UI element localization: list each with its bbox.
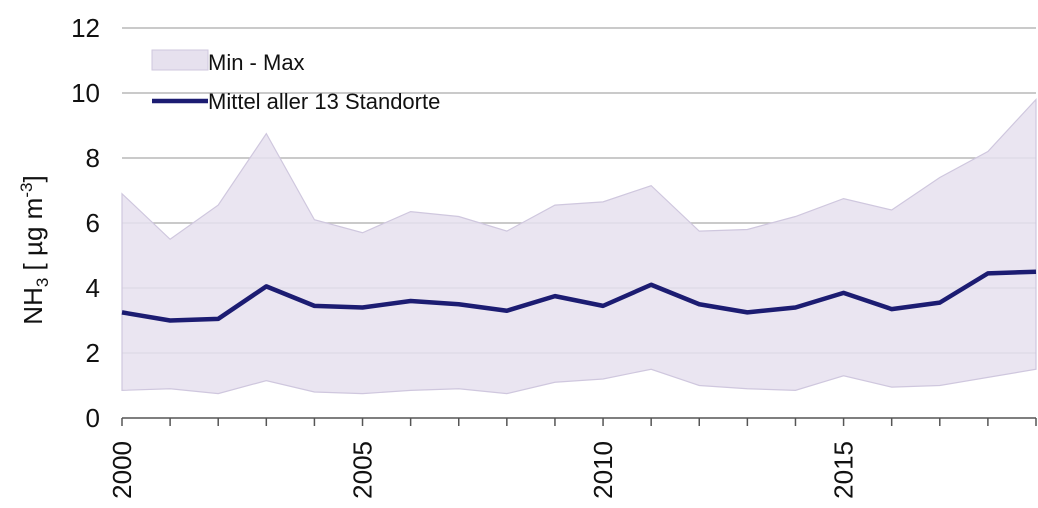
- mean-line: [121, 269, 1037, 323]
- y-label-part: ]: [18, 175, 48, 182]
- x-tick-label: 2015: [829, 441, 859, 499]
- x-tick-label: 2005: [348, 441, 378, 499]
- x-tick-label: 2010: [588, 441, 618, 499]
- range-area: [121, 97, 1037, 395]
- x-tick-label: 2000: [107, 441, 137, 499]
- y-tick-label: 10: [71, 78, 100, 108]
- y-tick-label: 2: [86, 338, 100, 368]
- y-label-sup: -3: [17, 183, 36, 198]
- legend-swatch: [151, 49, 209, 71]
- y-tick-label: 4: [86, 273, 100, 303]
- y-tick-label: 12: [71, 13, 100, 43]
- y-axis-label: NH3 [ µg m-3]: [17, 175, 52, 324]
- y-label-part: [ µg m: [18, 198, 48, 278]
- legend-label: Mittel aller 13 Standorte: [208, 89, 440, 114]
- y-label-sub: 3: [33, 278, 52, 287]
- legend-label: Min - Max: [208, 50, 305, 75]
- y-tick-label: 8: [86, 143, 100, 173]
- y-tick-label: 6: [86, 208, 100, 238]
- axes: [121, 417, 1037, 426]
- y-label-part: NH: [18, 287, 48, 325]
- plot: [121, 97, 1037, 395]
- y-tick-label: 0: [86, 403, 100, 433]
